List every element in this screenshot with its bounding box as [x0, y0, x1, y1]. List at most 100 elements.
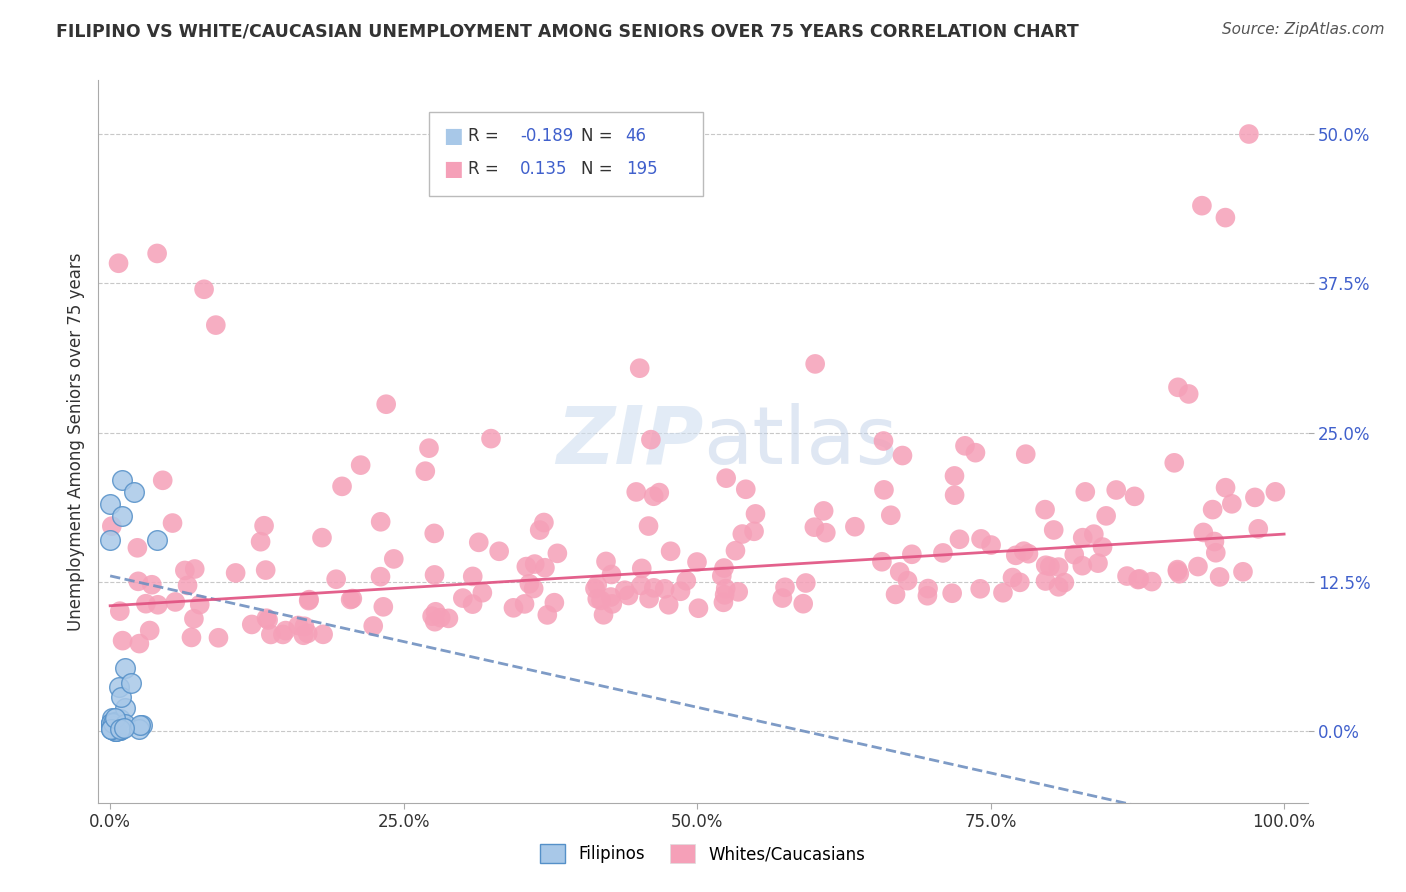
Point: [1071, 531, 1094, 545]
Text: R =: R =: [468, 128, 505, 145]
Point: [1140, 574, 1163, 589]
Point: [592, 607, 614, 622]
Point: [813, 504, 835, 518]
Point: [1244, 491, 1267, 505]
Point: [917, 589, 939, 603]
Point: [101, 519, 124, 533]
Point: [658, 598, 681, 612]
Text: ZIP: ZIP: [555, 402, 703, 481]
Point: [100, 715, 122, 730]
Y-axis label: Unemployment Among Seniors over 75 years: Unemployment Among Seniors over 75 years: [66, 252, 84, 631]
Point: [589, 593, 612, 607]
Point: [889, 565, 911, 579]
Point: [1035, 574, 1057, 588]
Point: [257, 613, 280, 627]
Point: [1001, 571, 1024, 585]
Point: [675, 574, 697, 588]
Point: [630, 561, 652, 575]
Point: [128, 722, 150, 736]
Point: [180, 631, 202, 645]
Point: [599, 590, 621, 604]
Point: [176, 578, 198, 592]
Point: [713, 595, 735, 609]
Point: [643, 581, 665, 595]
Point: [240, 617, 263, 632]
Text: N =: N =: [581, 161, 617, 178]
Point: [943, 469, 966, 483]
Text: R =: R =: [468, 161, 505, 178]
Point: [110, 723, 132, 737]
Point: [423, 615, 446, 629]
Point: [111, 474, 134, 488]
Point: [1264, 484, 1286, 499]
Point: [249, 534, 271, 549]
Point: [183, 612, 205, 626]
Point: [461, 569, 484, 583]
Point: [1177, 387, 1199, 401]
Point: [1128, 572, 1150, 586]
Point: [311, 531, 333, 545]
Point: [104, 723, 127, 738]
Point: [98, 497, 121, 511]
Point: [991, 586, 1014, 600]
Point: [941, 586, 963, 600]
Point: [1232, 565, 1254, 579]
Point: [626, 484, 648, 499]
Point: [731, 527, 754, 541]
Point: [686, 555, 709, 569]
Point: [804, 357, 827, 371]
Point: [127, 541, 149, 555]
Point: [965, 445, 987, 459]
Point: [292, 628, 315, 642]
Point: [1071, 558, 1094, 573]
Point: [418, 441, 440, 455]
Point: [523, 557, 546, 571]
Point: [659, 544, 682, 558]
Point: [101, 722, 124, 736]
Point: [101, 711, 124, 725]
Point: [382, 552, 405, 566]
Point: [339, 592, 361, 607]
Point: [773, 580, 796, 594]
Point: [1192, 525, 1215, 540]
Point: [471, 585, 494, 599]
Point: [107, 680, 129, 694]
Point: [1074, 484, 1097, 499]
Point: [792, 597, 814, 611]
Point: [101, 721, 124, 735]
Point: [1116, 569, 1139, 583]
Point: [533, 516, 555, 530]
Point: [103, 719, 125, 733]
Point: [1208, 570, 1230, 584]
Point: [586, 578, 609, 592]
Point: [595, 554, 617, 568]
Point: [312, 627, 335, 641]
Point: [543, 596, 565, 610]
Point: [260, 627, 283, 641]
Point: [105, 723, 128, 738]
Point: [713, 588, 735, 602]
Point: [948, 533, 970, 547]
Point: [534, 560, 557, 574]
Point: [1167, 380, 1189, 394]
Point: [714, 582, 737, 596]
Point: [969, 582, 991, 596]
Point: [165, 595, 187, 609]
Point: [1047, 560, 1070, 574]
Point: [128, 637, 150, 651]
Point: [1035, 558, 1057, 573]
Text: 0.135: 0.135: [520, 161, 568, 178]
Point: [1126, 573, 1149, 587]
Point: [120, 675, 142, 690]
Text: N =: N =: [581, 128, 617, 145]
Point: [100, 716, 122, 731]
Text: 195: 195: [626, 161, 657, 178]
Point: [271, 627, 294, 641]
Point: [162, 516, 184, 530]
Point: [980, 538, 1002, 552]
Point: [517, 576, 540, 591]
Point: [880, 508, 903, 523]
Point: [1083, 527, 1105, 541]
Point: [112, 721, 135, 735]
Point: [253, 518, 276, 533]
